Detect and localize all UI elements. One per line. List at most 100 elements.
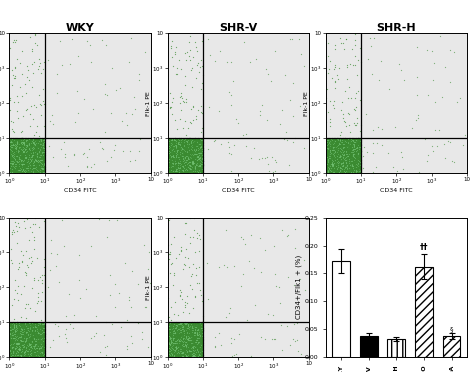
Point	[188, 331, 196, 337]
Point	[332, 140, 339, 146]
Point	[6, 170, 14, 176]
Point	[186, 353, 193, 359]
Point	[192, 169, 200, 175]
Point	[379, 142, 386, 148]
Point	[188, 326, 195, 331]
Point	[226, 144, 233, 150]
Point	[167, 352, 174, 358]
Point	[329, 157, 337, 163]
Point	[192, 333, 200, 339]
Point	[337, 154, 345, 160]
Point	[170, 320, 178, 326]
Point	[326, 150, 334, 155]
Point	[27, 143, 35, 149]
Point	[230, 336, 237, 342]
Point	[195, 148, 202, 154]
Point	[172, 139, 180, 145]
Point	[168, 340, 175, 346]
Point	[192, 137, 200, 143]
Point	[342, 161, 350, 167]
Point	[25, 329, 32, 335]
Point	[33, 349, 40, 355]
Point	[186, 135, 194, 141]
Point	[10, 341, 18, 347]
Point	[191, 161, 199, 167]
Point	[173, 341, 180, 347]
Point	[182, 332, 190, 338]
Point	[19, 153, 27, 159]
Point	[195, 347, 203, 353]
Point	[37, 168, 45, 174]
Point	[185, 351, 193, 357]
Point	[19, 346, 27, 352]
Point	[7, 150, 14, 155]
Point	[271, 336, 278, 342]
Point	[345, 164, 352, 170]
Point	[324, 160, 331, 166]
Point	[30, 151, 38, 157]
Point	[172, 153, 179, 159]
Point	[12, 344, 20, 350]
Point	[19, 325, 27, 331]
Point	[175, 147, 182, 153]
Point	[125, 297, 132, 303]
Point	[173, 324, 181, 330]
Point	[322, 169, 330, 175]
Point	[175, 347, 183, 353]
Point	[345, 154, 353, 160]
Point	[172, 145, 179, 151]
Point	[11, 320, 19, 326]
Point	[356, 155, 364, 161]
Point	[347, 159, 355, 165]
Point	[332, 155, 340, 161]
Point	[332, 168, 339, 174]
X-axis label: CD34 FITC: CD34 FITC	[64, 188, 96, 193]
Point	[36, 352, 43, 357]
Point	[40, 151, 48, 157]
Point	[23, 158, 30, 164]
Point	[199, 342, 206, 348]
Point	[172, 339, 180, 345]
Point	[19, 327, 27, 333]
Point	[182, 163, 190, 169]
Point	[323, 150, 331, 155]
Point	[323, 164, 330, 170]
Point	[35, 155, 43, 161]
Point	[192, 158, 200, 164]
Point	[21, 137, 29, 143]
Point	[192, 157, 200, 163]
Point	[12, 159, 20, 165]
Point	[10, 333, 18, 339]
Point	[178, 347, 185, 353]
Point	[17, 163, 24, 169]
Point	[182, 140, 189, 145]
Point	[26, 339, 33, 345]
Point	[341, 156, 349, 162]
Point	[355, 143, 363, 149]
Point	[186, 240, 193, 246]
Point	[169, 162, 177, 168]
Point	[178, 348, 186, 354]
Point	[34, 140, 42, 145]
Point	[347, 148, 355, 154]
Point	[172, 321, 179, 327]
Point	[177, 342, 185, 348]
Point	[166, 159, 173, 165]
Point	[170, 163, 177, 169]
Point	[168, 322, 176, 328]
Point	[198, 292, 205, 298]
Point	[37, 156, 45, 162]
Point	[190, 144, 198, 150]
Point	[37, 148, 45, 154]
Point	[33, 147, 40, 153]
Point	[327, 166, 334, 172]
Point	[325, 161, 332, 167]
Point	[41, 348, 48, 354]
Point	[370, 169, 377, 175]
Point	[164, 169, 172, 175]
Point	[18, 350, 26, 356]
Point	[328, 143, 335, 149]
Point	[174, 338, 182, 344]
Point	[345, 147, 352, 153]
Point	[176, 342, 183, 348]
